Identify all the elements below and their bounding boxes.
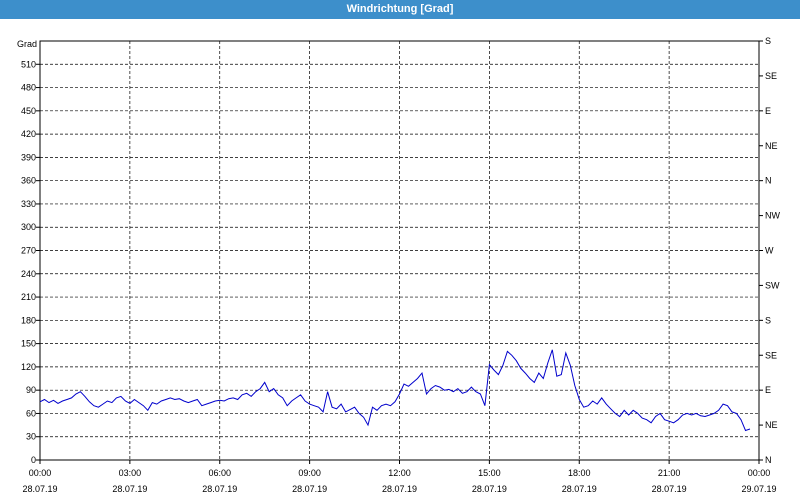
grid-lines [40, 41, 759, 460]
y-tick-label: 180 [21, 315, 36, 325]
y-tick-label: 330 [21, 199, 36, 209]
x-tick-date: 29.07.19 [741, 484, 776, 494]
x-axis: 00:00 28.07.19 03:00 28.07.19 06:00 28.07.19 0… [22, 460, 777, 494]
wind-direction-chart: Grad 0 30 60 90 120 150 180 210 240 270 300 330 360 3… [17, 36, 781, 494]
y-tick-label: 0 [31, 455, 36, 465]
x-tick-date: 28.07.19 [292, 484, 327, 494]
x-tick-time: 00:00 [748, 468, 771, 478]
y-tick-label: 30 [26, 432, 36, 442]
y-tick-label: 360 [21, 176, 36, 186]
y-axis: 0 30 60 90 120 150 180 210 240 270 300 330 360 390 420… [21, 59, 40, 465]
x-tick-time: 03:00 [119, 468, 142, 478]
right-tick-label: E [765, 385, 771, 395]
x-tick-date: 28.07.19 [112, 484, 147, 494]
y-tick-label: 60 [26, 408, 36, 418]
x-tick-date: 28.07.19 [472, 484, 507, 494]
x-tick-time: 15:00 [478, 468, 501, 478]
right-tick-label: SW [765, 280, 780, 290]
y-tick-label: 150 [21, 339, 36, 349]
chart-title: Windrichtung [Grad] [0, 0, 800, 19]
right-tick-label: N [765, 176, 772, 186]
right-tick-label: E [765, 106, 771, 116]
series-group [39, 349, 751, 432]
x-tick-time: 00:00 [29, 468, 52, 478]
y-tick-label: 450 [21, 106, 36, 116]
right-tick-label: NW [765, 211, 780, 221]
right-tick-label: NE [765, 420, 778, 430]
x-tick-date: 28.07.19 [382, 484, 417, 494]
y-tick-label: 420 [21, 129, 36, 139]
y-axis-label: Grad [17, 39, 37, 49]
y-tick-label: 240 [21, 269, 36, 279]
x-tick-date: 28.07.19 [202, 484, 237, 494]
y-tick-label: 480 [21, 83, 36, 93]
x-tick-date: 28.07.19 [22, 484, 57, 494]
right-tick-label: S [765, 36, 771, 46]
right-tick-label: SE [765, 71, 777, 81]
x-tick-time: 21:00 [658, 468, 681, 478]
series-line [39, 349, 751, 432]
right-tick-label: SE [765, 350, 777, 360]
right-tick-label: S [765, 315, 771, 325]
y-tick-label: 270 [21, 246, 36, 256]
y-tick-label: 90 [26, 385, 36, 395]
right-tick-label: W [765, 246, 774, 256]
right-axis: N NE E SE S SW W NW N NE E SE S [759, 36, 780, 465]
y-tick-label: 510 [21, 59, 36, 69]
x-tick-time: 09:00 [298, 468, 321, 478]
y-tick-label: 120 [21, 362, 36, 372]
y-tick-label: 210 [21, 292, 36, 302]
x-tick-date: 28.07.19 [652, 484, 687, 494]
x-tick-time: 06:00 [208, 468, 231, 478]
y-tick-label: 300 [21, 222, 36, 232]
x-tick-date: 28.07.19 [562, 484, 597, 494]
x-tick-time: 12:00 [388, 468, 411, 478]
right-tick-label: NE [765, 141, 778, 151]
right-tick-label: N [765, 455, 772, 465]
x-tick-time: 18:00 [568, 468, 591, 478]
y-tick-label: 390 [21, 152, 36, 162]
